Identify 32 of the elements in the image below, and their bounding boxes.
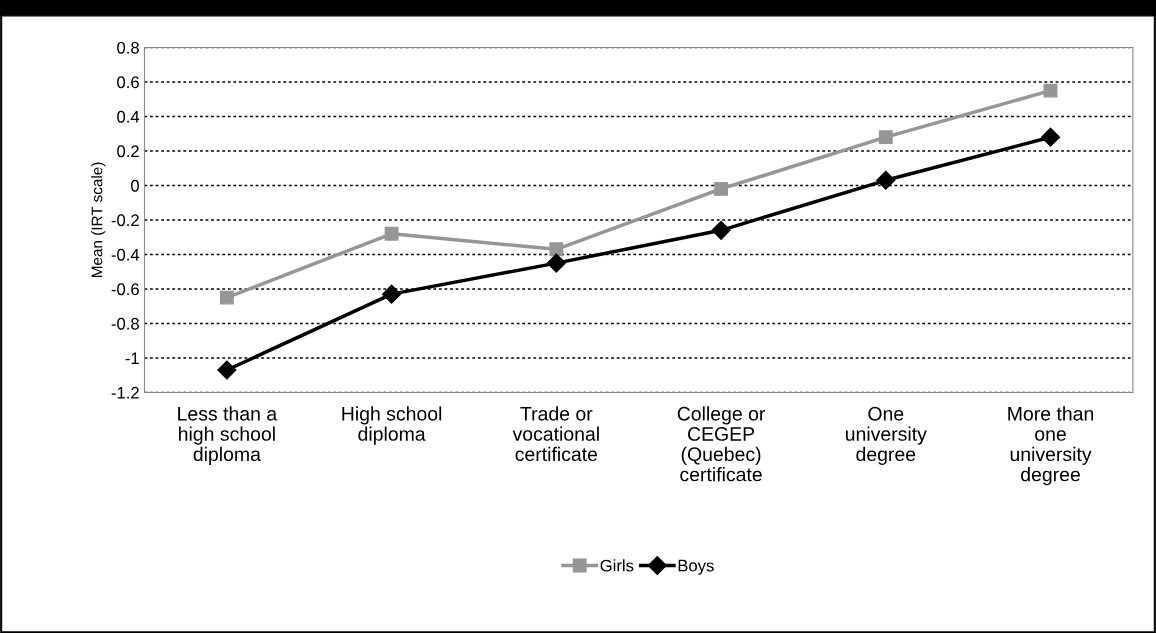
x-tick-label: One university degree [845, 406, 927, 465]
point [876, 170, 896, 190]
point [219, 290, 234, 305]
point [217, 360, 237, 380]
point [382, 284, 402, 304]
x-tick-label: High school diploma [342, 406, 442, 445]
y-tick-label: -0.2 [111, 214, 139, 227]
point [878, 130, 893, 145]
point [549, 242, 564, 257]
y-tick-label: 0 [131, 179, 139, 192]
y-axis-title: Mean (IRT scale) [91, 162, 106, 278]
y-tick-label: 0.6 [117, 76, 139, 89]
point [1043, 83, 1058, 98]
x-tick-label: Trade or vocational certificate [512, 406, 599, 462]
y-tick-label: 0.4 [117, 110, 140, 123]
point [711, 220, 731, 240]
y-tick-label: 0.2 [117, 145, 139, 158]
y-tick-label: -1.2 [111, 386, 139, 399]
y-tick-label: -0.8 [111, 317, 139, 330]
point [1040, 127, 1061, 147]
legend-label: Girls [600, 559, 634, 572]
y-tick-label: -0.4 [111, 248, 140, 261]
point [384, 226, 399, 241]
y-tick-label: 0.8 [117, 41, 139, 54]
y-tick-label: -1 [125, 352, 139, 364]
y-tick-label: -0.6 [111, 283, 139, 296]
point [546, 253, 566, 273]
x-tick-label: College or CEGEP (Quebec) certificate [677, 406, 766, 482]
x-tick-label: Less than a high school diploma [178, 406, 278, 465]
x-tick-label: More than one university degree [1008, 406, 1094, 486]
legend-label: Boys [678, 559, 714, 575]
point [714, 181, 729, 196]
